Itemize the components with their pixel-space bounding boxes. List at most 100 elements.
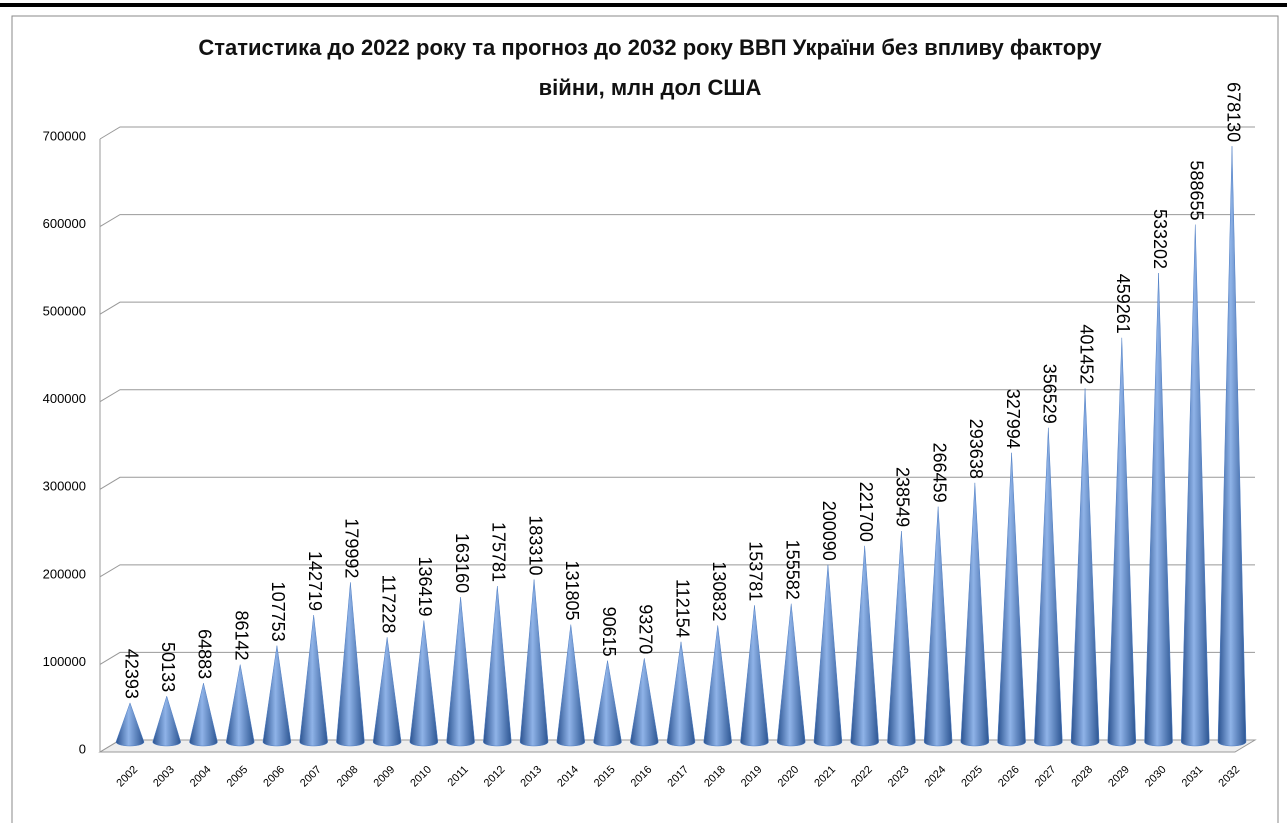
value-label: 86142 (231, 611, 251, 661)
value-label: 293638 (966, 419, 986, 479)
grid-line (99, 651, 1255, 665)
grid-line (99, 476, 1255, 490)
grid-line (99, 126, 1255, 140)
value-label: 155582 (782, 540, 802, 600)
cone (372, 637, 402, 747)
y-tick-label: 400000 (43, 391, 86, 406)
chart-title: Статистика до 2022 року та прогноз до 20… (198, 35, 1102, 100)
cone (336, 582, 365, 747)
cone (409, 620, 439, 747)
x-tick-label: 2004 (188, 764, 214, 790)
x-tick-label: 2015 (592, 764, 618, 790)
value-label: 107753 (268, 582, 288, 642)
value-label: 163160 (452, 533, 472, 593)
value-label: 588655 (1187, 160, 1207, 220)
cone (666, 641, 696, 747)
value-label: 401452 (1076, 324, 1096, 384)
value-label: 179992 (342, 518, 362, 578)
cone (813, 564, 843, 747)
cone (1217, 146, 1247, 747)
x-tick-label: 2017 (665, 764, 691, 790)
x-tick-label: 2023 (886, 764, 912, 790)
cone (556, 624, 586, 747)
cone (703, 625, 732, 747)
chart-frame (11, 15, 1279, 823)
x-tick-label: 2028 (1069, 764, 1095, 790)
value-label: 221700 (856, 482, 876, 542)
value-label: 153781 (746, 541, 766, 601)
x-tick-label: 2008 (335, 764, 361, 790)
value-label: 130832 (709, 561, 729, 621)
cone (960, 482, 990, 747)
y-tick-label: 200000 (43, 566, 86, 581)
cone (850, 545, 879, 747)
value-label: 356529 (1040, 364, 1060, 424)
x-tick-label: 2013 (518, 764, 544, 790)
cone (887, 531, 916, 747)
value-label: 117228 (378, 575, 398, 634)
cone (519, 579, 549, 747)
x-tick-label: 2009 (372, 764, 398, 790)
cone (630, 658, 659, 747)
value-label: 459261 (1113, 274, 1133, 334)
cone (446, 597, 475, 747)
y-tick-label: 500000 (43, 304, 86, 319)
value-label: 42393 (121, 649, 141, 699)
value-label: 131805 (562, 560, 582, 620)
x-tick-label: 2019 (739, 764, 765, 790)
x-tick-label: 2022 (849, 764, 875, 790)
value-label: 266459 (929, 443, 949, 503)
x-tick-label: 2003 (151, 764, 177, 790)
value-label: 90615 (599, 607, 619, 657)
x-tick-label: 2002 (114, 764, 140, 790)
value-label: 183310 (525, 515, 545, 575)
cone (225, 664, 255, 747)
cone (262, 645, 292, 747)
cone (997, 452, 1026, 747)
x-tick-label: 2011 (446, 764, 471, 789)
x-tick-label: 2029 (1106, 764, 1132, 790)
cone (923, 506, 953, 747)
value-label: 136419 (415, 556, 435, 616)
grid-line (99, 389, 1255, 403)
cone (1144, 273, 1173, 747)
y-tick-label: 700000 (43, 128, 86, 143)
cone (1034, 427, 1063, 747)
value-label: 64883 (195, 629, 215, 679)
x-tick-label: 2010 (408, 764, 434, 790)
cone (1070, 388, 1100, 747)
cone (740, 605, 769, 747)
cone (776, 603, 806, 747)
value-label: 200090 (819, 501, 839, 561)
cone (1181, 224, 1210, 747)
cone (593, 660, 622, 747)
cone (189, 683, 218, 747)
y-tick-label: 0 (79, 741, 86, 756)
value-label: 142719 (305, 551, 325, 611)
value-label: 93270 (636, 604, 656, 654)
value-label: 238549 (893, 467, 913, 527)
x-tick-label: 2027 (1033, 764, 1059, 790)
x-tick-label: 2030 (1143, 764, 1169, 790)
x-tick-label: 2032 (1216, 764, 1242, 790)
x-tick-label: 2024 (923, 764, 949, 790)
x-tick-label: 2016 (629, 764, 655, 790)
grid-line (99, 564, 1255, 578)
grid-line (99, 301, 1255, 315)
value-label: 175781 (489, 522, 509, 582)
x-tick-label: 2026 (996, 764, 1022, 790)
cone (152, 695, 181, 747)
cone (115, 702, 145, 747)
grid-line (99, 214, 1255, 227)
x-tick-label: 2005 (225, 764, 251, 790)
value-label: 50133 (158, 642, 178, 692)
x-tick-label: 2006 (261, 764, 287, 790)
value-label: 533202 (1150, 209, 1170, 269)
x-tick-label: 2025 (959, 764, 985, 790)
x-tick-label: 2018 (702, 764, 728, 790)
y-tick-label: 300000 (43, 479, 86, 494)
value-label: 327994 (1003, 389, 1023, 449)
x-tick-label: 2007 (298, 764, 324, 790)
cone (1107, 337, 1137, 747)
